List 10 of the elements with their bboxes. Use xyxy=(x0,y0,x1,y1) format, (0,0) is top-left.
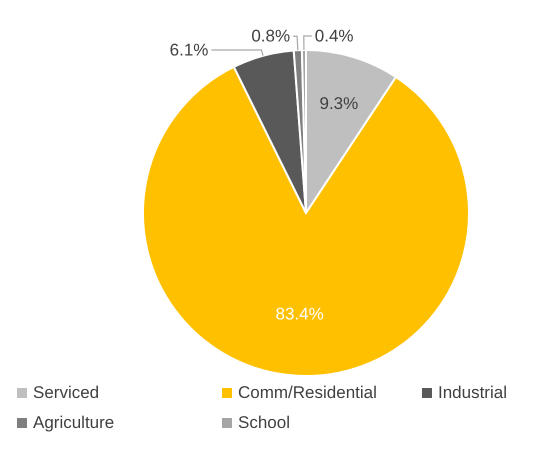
data-label: 0.4% xyxy=(314,26,354,46)
data-label: 6.1% xyxy=(170,40,208,60)
legend-label: Agriculture xyxy=(33,413,114,433)
data-label: 9.3% xyxy=(319,94,358,114)
legend-label: School xyxy=(238,413,290,433)
legend-label: Comm/Residential xyxy=(238,383,377,403)
data-label: 83.4% xyxy=(276,304,324,324)
data-label: 0.8% xyxy=(251,26,290,46)
legend-label: Industrial xyxy=(438,383,507,403)
legend-label: Serviced xyxy=(33,383,100,403)
